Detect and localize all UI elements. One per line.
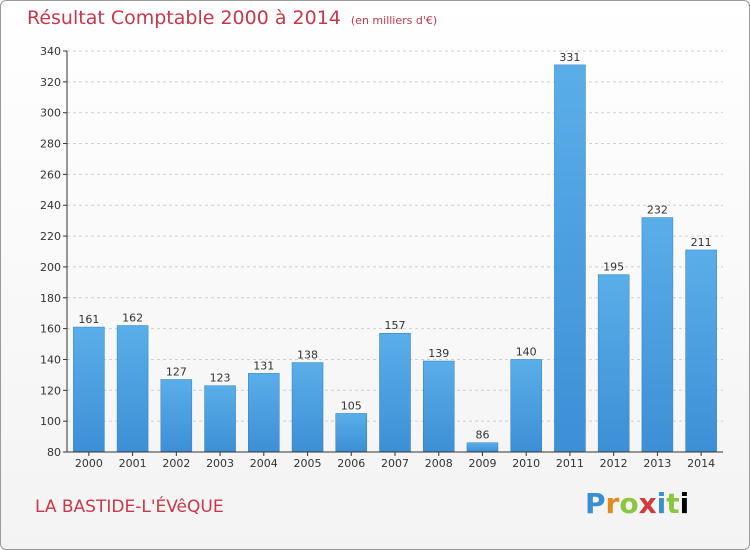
y-tick-label: 280 xyxy=(40,138,61,151)
logo-letter: t xyxy=(666,487,680,520)
data-label: 162 xyxy=(122,312,143,325)
bar xyxy=(116,325,149,453)
x-tick-label: 2001 xyxy=(119,457,147,470)
data-label: 105 xyxy=(341,399,362,412)
y-tick-label: 320 xyxy=(40,76,61,89)
y-tick-label: 260 xyxy=(40,168,61,181)
bar xyxy=(685,249,717,453)
data-label: 331 xyxy=(559,51,580,64)
data-label: 139 xyxy=(428,347,449,360)
y-tick-label: 200 xyxy=(40,261,61,274)
x-tick-label: 2003 xyxy=(206,457,234,470)
bar xyxy=(379,332,411,453)
bar xyxy=(641,217,674,453)
y-tick-label: 160 xyxy=(40,323,61,336)
y-tick-label: 180 xyxy=(40,292,61,305)
logo-letter: i xyxy=(656,487,667,520)
bar xyxy=(597,274,630,453)
y-tick-label: 140 xyxy=(40,353,61,366)
x-tick-label: 2007 xyxy=(381,457,409,470)
bar xyxy=(466,442,499,453)
logo-letter: r xyxy=(605,487,620,520)
y-tick-label: 240 xyxy=(40,199,61,212)
logo-letter: x xyxy=(638,487,657,520)
data-label: 195 xyxy=(603,261,624,274)
x-tick-label: 2012 xyxy=(600,457,628,470)
x-tick-label: 2010 xyxy=(512,457,540,470)
logo-letter: P xyxy=(585,487,606,520)
proxiti-logo: Proxiti xyxy=(585,487,689,520)
data-label: 157 xyxy=(385,319,406,332)
data-label: 123 xyxy=(210,372,231,385)
chart-title: Résultat Comptable 2000 à 2014 (en millie… xyxy=(27,7,437,29)
y-tick-label: 340 xyxy=(40,45,61,58)
bar xyxy=(422,360,455,453)
y-tick-label: 220 xyxy=(40,230,61,243)
x-tick-label: 2013 xyxy=(643,457,671,470)
x-tick-label: 2002 xyxy=(162,457,190,470)
y-tick-label: 80 xyxy=(47,446,61,459)
data-label: 127 xyxy=(166,366,187,379)
y-tick-label: 120 xyxy=(40,384,61,397)
y-tick-label: 300 xyxy=(40,107,61,120)
logo-letter: o xyxy=(619,487,639,520)
data-label: 138 xyxy=(297,349,318,362)
data-label: 211 xyxy=(691,236,712,249)
x-tick-label: 2008 xyxy=(425,457,453,470)
bar xyxy=(248,373,280,453)
chart-title-text: Résultat Comptable 2000 à 2014 xyxy=(27,7,341,29)
data-label: 86 xyxy=(475,429,489,442)
bar xyxy=(554,64,586,453)
bar xyxy=(160,379,193,453)
logo-letter: i xyxy=(679,487,690,520)
x-tick-label: 2011 xyxy=(556,457,584,470)
x-tick-label: 2005 xyxy=(294,457,322,470)
bar xyxy=(510,359,542,453)
bar xyxy=(73,326,105,453)
bar xyxy=(291,362,324,453)
x-tick-label: 2014 xyxy=(687,457,715,470)
data-label: 232 xyxy=(647,204,668,217)
chart-subtitle: (en milliers d'€) xyxy=(350,14,438,27)
data-label: 140 xyxy=(516,345,537,358)
x-tick-label: 2000 xyxy=(75,457,103,470)
bar xyxy=(335,413,368,453)
bar xyxy=(204,385,236,453)
y-tick-label: 100 xyxy=(40,415,61,428)
x-tick-label: 2009 xyxy=(468,457,496,470)
commune-name: LA BASTIDE-L'ÉVêQUE xyxy=(35,497,224,517)
x-tick-label: 2006 xyxy=(337,457,365,470)
data-label: 161 xyxy=(78,313,99,326)
data-label: 131 xyxy=(253,359,274,372)
x-tick-label: 2004 xyxy=(250,457,278,470)
